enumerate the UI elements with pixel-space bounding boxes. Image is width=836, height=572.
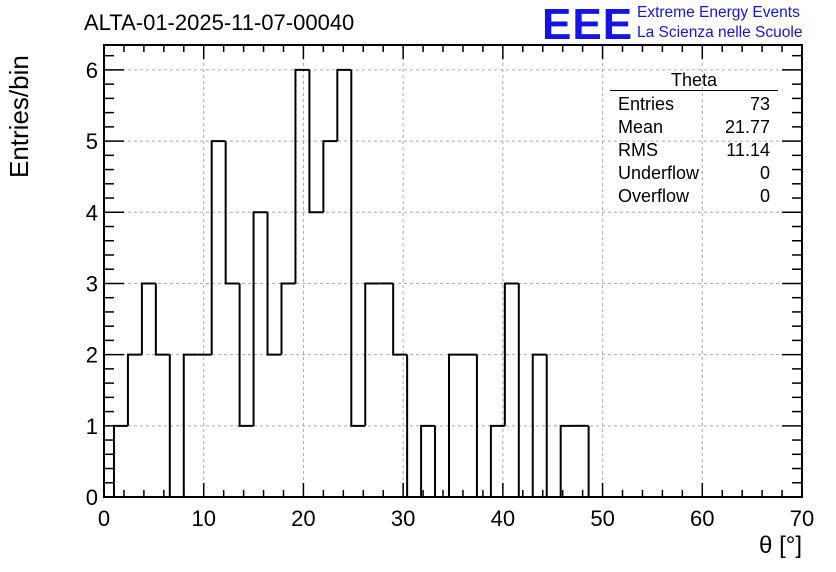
stats-box: Theta Entries 73 Mean 21.77 RMS 11.14 Un… (610, 70, 778, 208)
stats-value: 0 (759, 163, 770, 183)
axis-ticks (103, 45, 803, 498)
stats-label: Mean (618, 117, 664, 137)
histogram-bin (266, 212, 282, 356)
histogram-bin (559, 424, 575, 497)
histogram-bin (238, 283, 254, 427)
histogram-bin (126, 353, 142, 426)
x-tick-label: 0 (98, 506, 110, 531)
histogram-bin (210, 140, 226, 355)
stats-label: Underflow (618, 163, 700, 183)
x-tick-label: 60 (690, 506, 714, 531)
histogram-bin (224, 141, 240, 285)
y-axis-label: Entries/bin (4, 55, 34, 178)
histogram-bin (392, 283, 408, 356)
histogram-bin (350, 69, 366, 427)
y-tick-label: 4 (86, 200, 98, 225)
logo-line-2: La Scienza nelle Scuole (637, 24, 803, 41)
chart-title: ALTA-01-2025-11-07-00040 (84, 10, 355, 35)
histogram-bin (112, 424, 128, 497)
y-tick-label: 0 (86, 485, 98, 510)
histogram-bin (517, 283, 533, 498)
stats-box-title: Theta (610, 70, 778, 91)
x-tick-label: 10 (191, 506, 215, 531)
y-tick-label: 2 (86, 343, 98, 368)
stats-value: 21.77 (724, 117, 770, 137)
histogram-bin (364, 282, 380, 426)
histogram-bin (308, 69, 324, 214)
histogram-bin (154, 283, 170, 356)
histogram-bin (587, 425, 603, 498)
x-axis-label: θ [°] (759, 532, 802, 559)
y-tick-label: 1 (86, 414, 98, 439)
logo-line-1: Extreme Energy Events (637, 4, 800, 21)
histogram-bin (140, 282, 156, 355)
histogram-bin (420, 424, 436, 497)
stats-row-underflow: Underflow 0 (610, 162, 778, 185)
x-tick-label: 50 (590, 506, 614, 531)
tick-labels: 0 10 20 30 40 50 60 70 0 1 2 3 4 5 6 (86, 58, 814, 531)
stats-row-overflow: Overflow 0 (610, 185, 778, 208)
histogram-bin (182, 353, 198, 497)
x-tick-label: 30 (391, 506, 415, 531)
stats-row-entries: Entries 73 (610, 93, 778, 116)
x-tick-label: 70 (790, 506, 814, 531)
x-tick-label: 40 (491, 506, 515, 531)
histogram-bin (336, 68, 352, 142)
stats-row-mean: Mean 21.77 (610, 116, 778, 139)
histogram-bin (322, 140, 338, 213)
plot-frame-rect (103, 44, 803, 498)
y-tick-label: 3 (86, 271, 98, 296)
y-tick-label: 6 (86, 58, 98, 83)
stats-label: Overflow (618, 186, 690, 206)
histogram-bin (531, 353, 547, 497)
plot-frame (103, 44, 803, 498)
histogram-bin (448, 353, 463, 497)
stats-row-rms: RMS 11.14 (610, 139, 778, 162)
x-tick-label: 20 (291, 506, 315, 531)
histogram-bin (252, 211, 268, 426)
histogram-bin (503, 282, 519, 426)
stats-value: 73 (749, 94, 770, 114)
eee-logo: EEE (542, 0, 634, 49)
stats-label: RMS (618, 140, 658, 160)
histogram-bin (434, 425, 450, 498)
stats-label: Entries (618, 94, 675, 114)
histogram-bin (294, 68, 310, 284)
stats-value: 11.14 (726, 140, 770, 160)
stats-value: 0 (759, 186, 770, 206)
y-tick-label: 5 (86, 129, 98, 154)
histogram-bin (280, 282, 296, 355)
histogram-bin (489, 424, 505, 497)
